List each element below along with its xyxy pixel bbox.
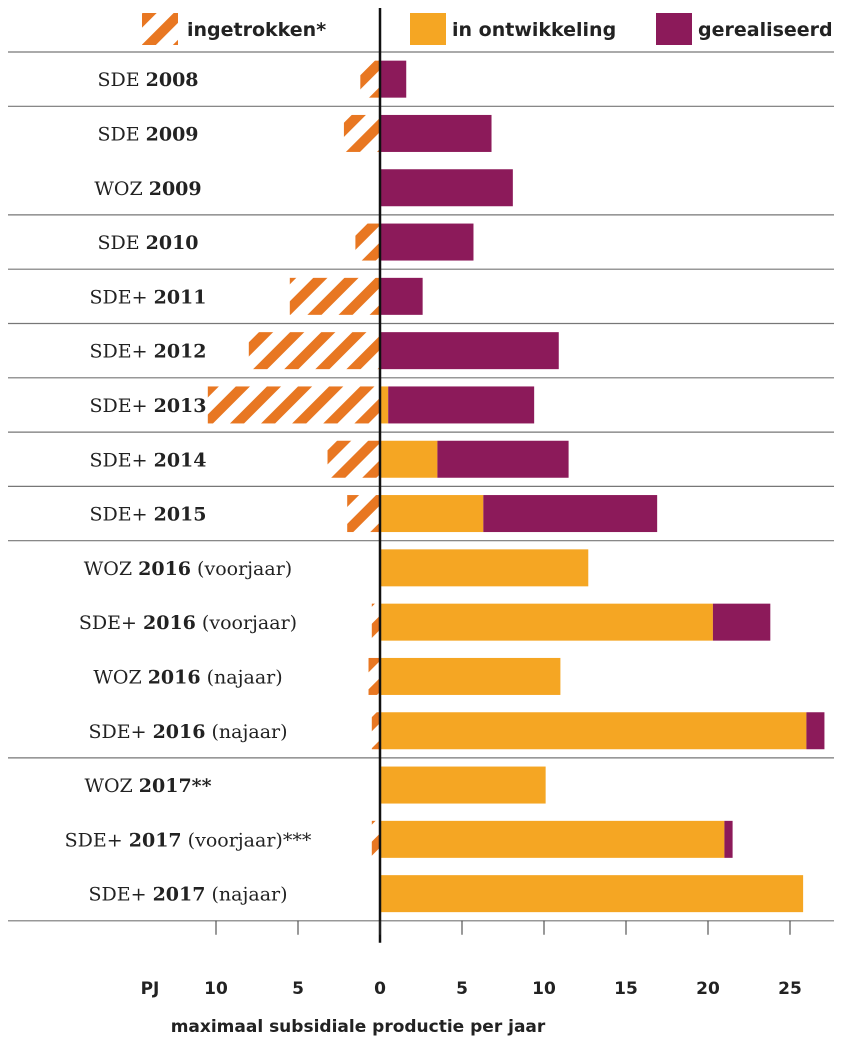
bar-gerealiseerd [724, 820, 733, 858]
category-label: WOZ 2017** [84, 775, 211, 797]
category-label: SDE+ 2013 [90, 395, 207, 417]
bar-ingetrokken [289, 277, 380, 315]
legend-label-0: ingetrokken* [187, 19, 326, 41]
category-label: SDE+ 2016 (najaar) [88, 721, 287, 743]
bar-in-ontwikkeling [380, 549, 589, 587]
bar-gerealiseerd [380, 114, 492, 152]
tick-label: 0 [374, 979, 386, 999]
category-label: WOZ 2016 (voorjaar) [84, 558, 292, 580]
category-label: SDE+ 2017 (najaar) [88, 884, 287, 906]
category-label: SDE+ 2017 (voorjaar)*** [65, 829, 312, 851]
bar-ingetrokken [207, 386, 380, 424]
legend-swatch-0 [142, 13, 178, 45]
bar-gerealiseerd [380, 332, 559, 370]
bar-gerealiseerd [388, 386, 535, 424]
category-label: SDE+ 2015 [90, 504, 207, 526]
bar-ingetrokken [347, 495, 380, 533]
x-axis-title: maximaal subsidiale productie per jaar [171, 1017, 546, 1037]
legend-label-2: gerealiseerd [698, 19, 833, 41]
bar-gerealiseerd [437, 440, 569, 478]
bar-gerealiseerd [712, 603, 771, 641]
bar-gerealiseerd [380, 277, 423, 315]
category-label: SDE+ 2016 (voorjaar) [79, 612, 297, 634]
tick-label: 10 [204, 979, 228, 999]
tick-label: 25 [778, 979, 802, 999]
bar-ingetrokken [327, 440, 380, 478]
tick-label: 15 [614, 979, 638, 999]
bar-gerealiseerd [380, 60, 407, 98]
legend-swatch-2 [656, 13, 692, 45]
legend: ingetrokken* in ontwikkeling gerealiseerd [142, 13, 833, 45]
bar-in-ontwikkeling [380, 495, 484, 533]
category-label: SDE+ 2012 [90, 341, 207, 363]
category-label: WOZ 2016 (najaar) [93, 666, 282, 688]
bar-gerealiseerd [483, 495, 658, 533]
bar-in-ontwikkeling [380, 386, 389, 424]
bar-in-ontwikkeling [380, 712, 807, 750]
bar-ingetrokken [343, 114, 380, 152]
bar-in-ontwikkeling [380, 657, 561, 695]
bar-ingetrokken [360, 60, 380, 98]
tick-label: 10 [532, 979, 556, 999]
bar-gerealiseerd [806, 712, 825, 750]
bar-ingetrokken [355, 223, 380, 261]
unit-label: PJ [141, 979, 160, 999]
legend-swatch-1 [410, 13, 446, 45]
category-label: SDE 2009 [97, 123, 198, 145]
tick-label: 20 [696, 979, 720, 999]
bar-in-ontwikkeling [380, 875, 804, 913]
legend-label-1: in ontwikkeling [452, 19, 616, 41]
bar-ingetrokken [371, 820, 380, 858]
tick-label: 5 [292, 979, 304, 999]
x-axis-ticks: 10 5 0 5 10 15 20 25 [204, 920, 802, 999]
tick-label: 5 [456, 979, 468, 999]
category-labels: SDE 2008 SDE 2009 WOZ 2009 SDE 2010 SDE+ 201… [65, 69, 312, 906]
bar-in-ontwikkeling [380, 820, 725, 858]
bar-in-ontwikkeling [380, 603, 713, 641]
row-separators [8, 51, 834, 922]
category-label: SDE 2008 [97, 69, 198, 91]
bar-ingetrokken [371, 712, 380, 750]
bar-in-ontwikkeling [380, 440, 438, 478]
category-label: SDE 2010 [97, 232, 198, 254]
category-label: SDE+ 2014 [90, 449, 207, 471]
bar-gerealiseerd [380, 223, 474, 261]
bar-ingetrokken [368, 657, 380, 695]
bar-ingetrokken [248, 332, 380, 370]
bar-in-ontwikkeling [380, 766, 546, 804]
bar-ingetrokken [371, 603, 380, 641]
category-label: SDE+ 2011 [90, 286, 207, 308]
category-label: WOZ 2009 [94, 178, 201, 200]
bar-gerealiseerd [380, 169, 513, 207]
bars [207, 60, 825, 913]
